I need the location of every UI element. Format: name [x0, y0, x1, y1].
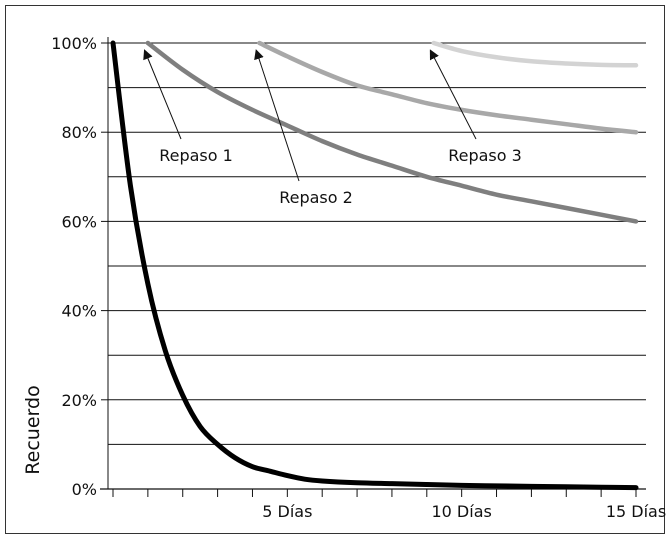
- annotation-arrow-3: [429, 49, 477, 140]
- y-tick-label-60: 60%: [61, 212, 97, 231]
- x-tick-label-10: 10 Días: [431, 502, 491, 521]
- y-tick-label-80: 80%: [61, 123, 97, 142]
- series-line-1: [110, 40, 639, 491]
- annotation-label-2: Repaso 2: [279, 188, 353, 207]
- series-line-2: [145, 40, 639, 224]
- y-tick-label-40: 40%: [61, 302, 97, 321]
- annotation-arrow-1: [143, 49, 182, 140]
- y-axis-label: Recuerdo: [22, 385, 44, 474]
- chart-frame: [5, 5, 665, 534]
- series-line-4: [431, 40, 639, 68]
- axes: 0% 20% 40% 60% 80% 100% 5 Días 10 Días 15 Días: [51, 34, 666, 521]
- series-line-3: [257, 40, 639, 135]
- annotations: Repaso 1 Repaso 2 Repaso 3: [143, 49, 522, 207]
- x-tick-label-5: 5 Días: [262, 502, 312, 521]
- annotation-label-3: Repaso 3: [448, 146, 522, 165]
- grid-lines: [108, 42, 646, 445]
- series-lines: [110, 40, 639, 491]
- annotation-label-1: Repaso 1: [159, 146, 233, 165]
- y-tick-label-100: 100%: [51, 34, 97, 53]
- x-tick-label-15: 15 Días: [606, 502, 666, 521]
- annotation-arrow-2: [254, 49, 300, 182]
- y-tick-label-20: 20%: [61, 391, 97, 410]
- y-tick-label-0: 0%: [72, 480, 97, 499]
